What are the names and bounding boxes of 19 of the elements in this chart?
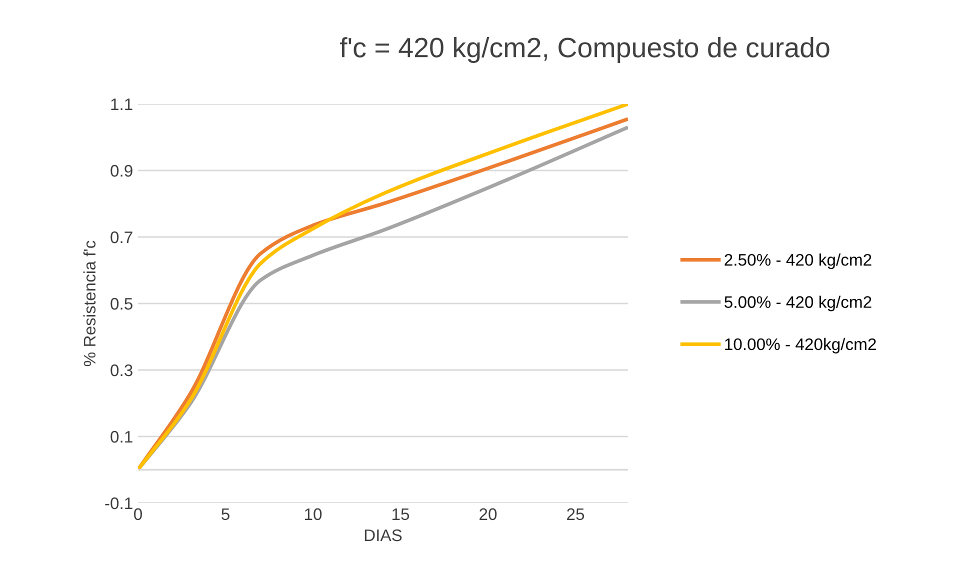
y-tick-label: 0.7 [110, 231, 132, 244]
y-tick-label: -0.1 [105, 497, 132, 510]
x-tick-label: 10 [305, 508, 322, 520]
y-tick-label: 0.3 [110, 364, 132, 376]
legend-label: 2.50% - 420 kg/cm2 [724, 254, 872, 270]
legend-label: 5.00% - 420 kg/cm2 [724, 296, 872, 312]
y-tick-label: 0.1 [110, 430, 132, 443]
x-tick-label: 15 [392, 508, 410, 520]
y-tick-label: 1.1 [111, 98, 132, 110]
y-tick-label: 0.5 [110, 298, 132, 310]
x-axis-title: DIAS [364, 529, 402, 542]
y-tick-label: 0.9 [110, 164, 132, 177]
x-tick-label: 0 [134, 508, 142, 520]
legend-label: 10.00% - 420kg/cm2 [725, 338, 876, 354]
y-axis-title: % Resistencia f'c [83, 240, 96, 366]
chart-title: f'c = 420 kg/cm2, Compuesto de curado [340, 37, 830, 63]
x-tick-label: 5 [222, 508, 230, 520]
x-tick-label: 20 [480, 508, 497, 520]
x-tick-label: 25 [567, 508, 584, 520]
